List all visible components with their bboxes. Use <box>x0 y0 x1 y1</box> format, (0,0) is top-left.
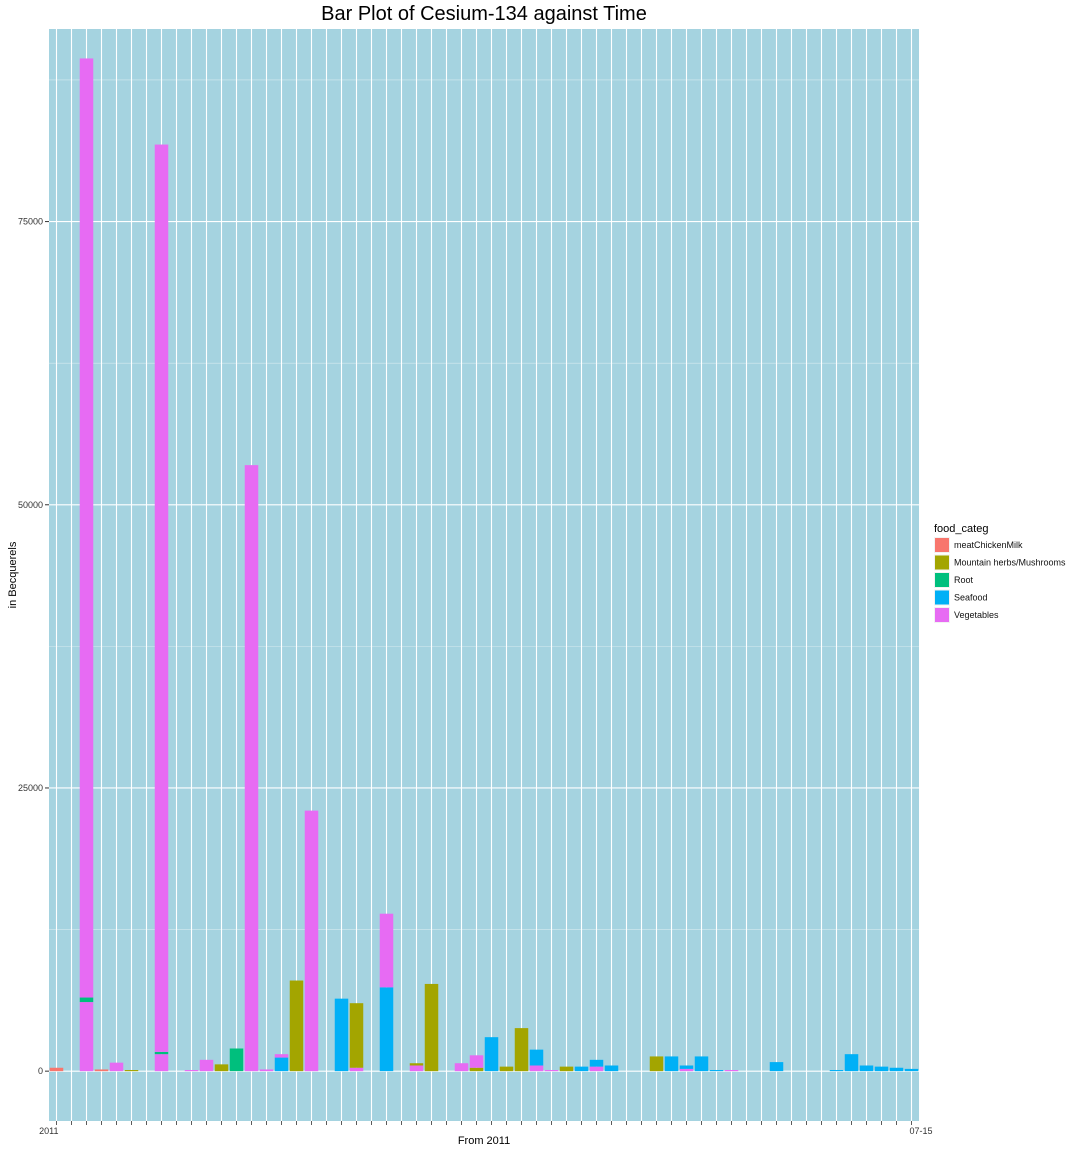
bar-segment <box>559 1066 574 1072</box>
bar-segment <box>469 1067 484 1072</box>
bar-segment <box>574 1066 589 1072</box>
legend-swatch <box>935 590 949 605</box>
legend-label: Vegetables <box>954 610 999 620</box>
bar-segment <box>679 1068 694 1072</box>
y-tick-label: 25000 <box>18 783 43 793</box>
bar-segment <box>589 1059 604 1067</box>
bar-segment <box>79 997 94 1003</box>
bar-segment <box>529 1049 544 1066</box>
bar-segment <box>304 810 319 1072</box>
bar-segment <box>529 1065 544 1072</box>
bar-segment <box>79 1002 94 1072</box>
bar-segment <box>409 1063 424 1066</box>
bar-segment <box>259 1069 274 1072</box>
bar-segment <box>124 1070 139 1072</box>
bar-segment <box>484 1037 499 1072</box>
bar-segment <box>454 1063 469 1072</box>
legend: food_categ meatChickenMilk Mountain herbs… <box>934 523 1066 623</box>
bar-segment <box>499 1066 514 1072</box>
bar-segment <box>349 1003 364 1068</box>
bar-segment <box>94 1069 109 1072</box>
bar-segment <box>889 1067 904 1072</box>
legend-label: meatChickenMilk <box>954 540 1023 550</box>
bar-segment <box>244 465 259 1072</box>
bar-segment <box>589 1066 604 1072</box>
bar-segment <box>469 1055 484 1068</box>
bar-segment <box>109 1062 124 1072</box>
legend-title: food_categ <box>934 523 988 535</box>
legend-items: meatChickenMilk Mountain herbs/Mushrooms R… <box>934 537 1066 623</box>
legend-swatch <box>935 608 949 622</box>
bar-segment <box>184 1070 199 1072</box>
major-grid <box>49 29 919 1121</box>
bar-segment <box>844 1054 859 1072</box>
legend-swatch <box>935 555 949 570</box>
bar-segment <box>154 144 169 1052</box>
x-tick-label-first: 2011 <box>39 1126 58 1136</box>
bar-segment <box>829 1070 844 1072</box>
bar-segment <box>229 1048 244 1072</box>
bar-segment <box>604 1065 619 1072</box>
bar-segment <box>424 983 439 1072</box>
bar-segment <box>349 1067 364 1072</box>
y-axis-ticks: 0 25000 50000 75000 <box>18 217 49 1076</box>
y-tick-label: 0 <box>38 1066 43 1076</box>
bar-segment <box>514 1028 529 1072</box>
bar-segment <box>769 1062 784 1072</box>
bar-segment <box>379 913 394 988</box>
legend-label: Root <box>954 575 974 585</box>
bar-segment <box>904 1068 919 1072</box>
bar-segment <box>859 1065 874 1072</box>
minor-grid <box>49 79 919 930</box>
bar-segment <box>694 1056 709 1072</box>
bar-segment <box>874 1066 889 1072</box>
bar-segment <box>274 1054 289 1058</box>
x-axis-ticks: 2011 07-15 <box>39 1121 933 1136</box>
bar-segment <box>709 1070 724 1072</box>
legend-label: Mountain herbs/Mushrooms <box>954 558 1066 568</box>
bars-layer <box>49 58 919 1072</box>
y-tick-label: 75000 <box>18 217 43 227</box>
y-axis-title: in Becquerels <box>7 541 19 608</box>
bar-segment <box>724 1070 739 1072</box>
bar-segment <box>154 1051 169 1055</box>
bar-segment <box>544 1070 559 1072</box>
bar-segment <box>409 1065 424 1072</box>
bar-segment <box>649 1056 664 1072</box>
x-axis-title: From 2011 <box>458 1135 510 1147</box>
plot-panel <box>49 29 919 1121</box>
x-tick-label-last: 07-15 <box>910 1126 933 1136</box>
legend-swatch <box>935 538 949 552</box>
bar-segment <box>274 1057 289 1072</box>
y-tick-label: 50000 <box>18 500 43 510</box>
bar-segment <box>199 1059 214 1072</box>
bar-segment <box>214 1064 229 1072</box>
bar-segment <box>679 1065 694 1069</box>
bar-segment <box>49 1067 64 1072</box>
bar-segment <box>79 58 94 998</box>
bar-segment <box>289 980 304 1072</box>
bar-segment <box>664 1056 679 1072</box>
bar-segment <box>154 1054 169 1072</box>
bar-segment <box>379 987 394 1072</box>
bar-segment <box>334 998 349 1072</box>
legend-label: Seafood <box>954 593 988 603</box>
legend-swatch <box>935 573 949 587</box>
chart-title: Bar Plot of Cesium-134 against Time <box>321 3 647 25</box>
